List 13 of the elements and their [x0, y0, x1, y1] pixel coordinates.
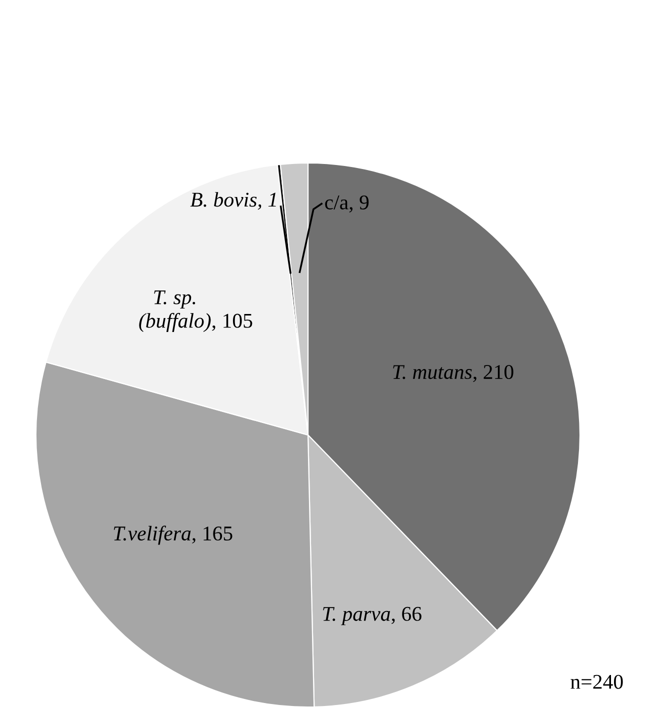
data-label: , 9	[349, 195, 369, 212]
data-label: , 165	[192, 526, 232, 544]
text: n=240	[570, 674, 623, 689]
slice-label: B. bovis	[190, 192, 257, 207]
data-label: , 1	[258, 192, 276, 210]
slice-label: T. mutans	[393, 365, 472, 380]
slice-label: c/a	[325, 196, 348, 210]
slice-label: T.velifera	[114, 526, 191, 545]
data-label: , 210	[473, 364, 514, 382]
slice-label: T. sp. (buffalo)	[139, 290, 211, 332]
data-label: , 66	[392, 606, 422, 624]
data-label: , 105	[212, 314, 252, 331]
slice-label: T. parva	[323, 607, 390, 626]
